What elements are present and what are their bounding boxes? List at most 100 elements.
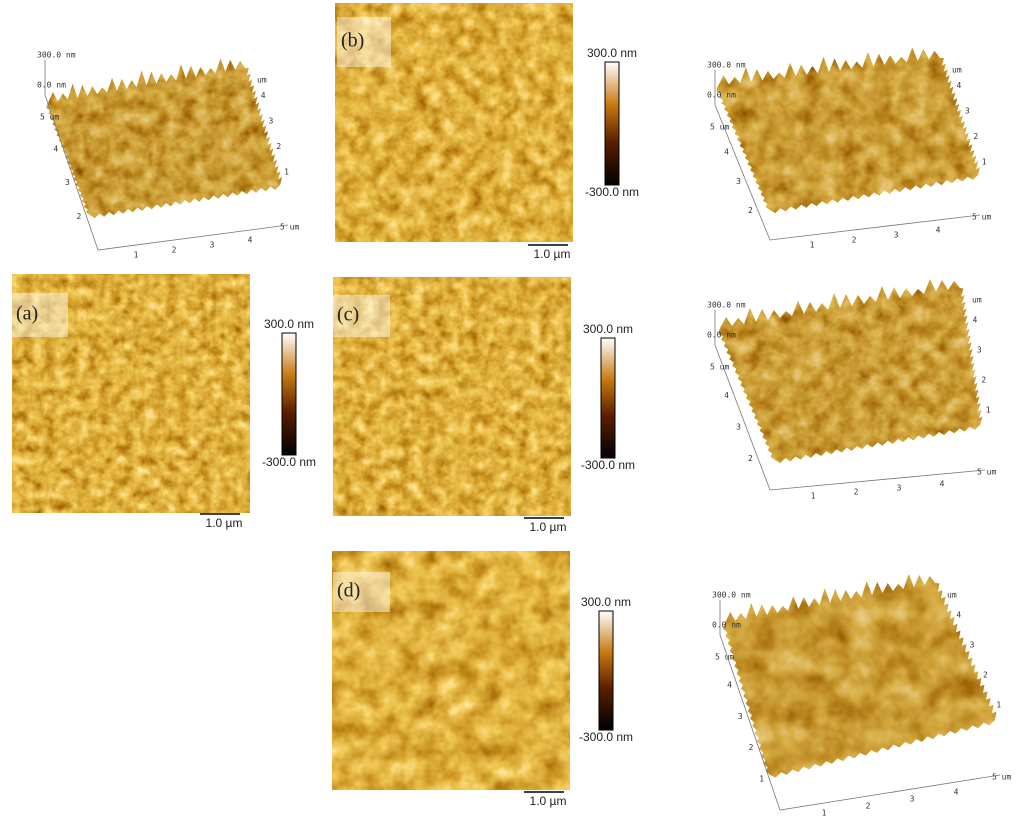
right-tick-label: 2 <box>981 376 986 385</box>
y-tick-label: 2 <box>76 212 81 221</box>
scale-bar-label: 1.0 µm <box>530 520 567 534</box>
y-tick-label: 4 <box>724 391 729 400</box>
surface-shade <box>723 574 997 778</box>
scale-bar-label: 1.0 µm <box>206 516 243 530</box>
colorbar-min: -300.0 nm <box>262 455 316 469</box>
x-tick-label: 3 <box>894 231 899 240</box>
x-end-label: 5 um <box>977 468 996 477</box>
x-tick-label: 1 <box>822 809 827 817</box>
y-end-label: 5 um <box>715 653 734 662</box>
y-tick-label: 2 <box>749 743 754 752</box>
y-tick-label: 2 <box>748 454 753 463</box>
scale-bar-label: 1.0 µm <box>530 794 567 808</box>
surface-shade <box>46 58 283 219</box>
colorbar-max: 300.0 nm <box>581 595 631 609</box>
right-tick-label: 3 <box>965 107 970 116</box>
y-end-label: 5 um <box>710 363 729 372</box>
label-box <box>333 572 390 612</box>
surface-axes <box>714 104 981 241</box>
right-tick-label: 1 <box>982 158 987 167</box>
label-box <box>12 293 68 337</box>
afm-map <box>335 3 573 242</box>
z-zero-label: 0.0 nm <box>707 331 736 340</box>
label-box <box>337 17 391 67</box>
surface-axes <box>714 344 986 491</box>
z-zero-label: 0.0 nm <box>707 91 736 100</box>
afm-map <box>333 277 571 516</box>
surface-shade <box>716 47 981 214</box>
colorbar-max: 300.0 nm <box>264 317 314 331</box>
right-tick-label: 3 <box>970 641 975 650</box>
right-tick-label: 2 <box>276 142 281 151</box>
x-tick-label: 3 <box>910 795 915 804</box>
right-tick-label: 1 <box>996 701 1001 710</box>
colorbar-min: -300.0 nm <box>585 185 639 199</box>
x-tick-label: 4 <box>954 788 959 797</box>
colorbar <box>604 61 620 186</box>
afm-map <box>332 551 570 790</box>
y-tick-label: 3 <box>736 177 741 186</box>
right-tick-label: 3 <box>269 117 274 126</box>
right-unit-label: um <box>952 66 962 75</box>
right-tick-label: 4 <box>956 81 961 90</box>
y-tick-label: 2 <box>748 206 753 215</box>
right-unit-label: um <box>947 591 957 600</box>
x-end-label: 5 um <box>992 773 1011 782</box>
x-tick-label: 2 <box>854 488 859 497</box>
label-box <box>333 295 390 337</box>
right-tick-label: 2 <box>973 132 978 141</box>
colorbar-max: 300.0 nm <box>583 322 633 336</box>
right-tick-label: 1 <box>284 168 289 177</box>
y-end-label: 5 um <box>40 113 59 122</box>
panel-label: (d) <box>337 580 360 602</box>
x-tick-label: 4 <box>940 480 945 489</box>
panel-label: (c) <box>337 304 359 326</box>
y-tick-label: 3 <box>65 178 70 187</box>
colorbar-min: -300.0 nm <box>579 730 633 744</box>
x-end-label: 5 um <box>972 213 991 222</box>
x-tick-label: 2 <box>852 236 857 245</box>
surface-axes <box>719 634 1001 811</box>
x-tick-label: 2 <box>172 246 177 255</box>
x-tick-label: 1 <box>810 241 815 250</box>
z-top-label: 300.0 nm <box>707 301 746 310</box>
z-zero-label: 0.0 nm <box>37 81 66 90</box>
colorbar-min: -300.0 nm <box>581 458 635 472</box>
right-tick-label: 4 <box>972 316 977 325</box>
y-tick-label: 4 <box>727 681 732 690</box>
y-tick-label: 3 <box>736 422 741 431</box>
afm-map <box>12 274 250 513</box>
right-tick-label: 4 <box>956 611 961 620</box>
x-tick-label: 1 <box>811 492 816 501</box>
right-tick-label: 4 <box>261 91 266 100</box>
y-tick-label: 4 <box>724 147 729 156</box>
x-tick-label: 2 <box>866 802 871 811</box>
z-top-label: 300.0 nm <box>707 61 746 70</box>
x-tick-label: 4 <box>248 236 253 245</box>
x-tick-label: 4 <box>936 226 941 235</box>
colorbar <box>600 337 616 459</box>
y-tick-label: 3 <box>738 712 743 721</box>
panel-label: (b) <box>341 30 364 52</box>
z-top-label: 300.0 nm <box>37 51 76 60</box>
x-tick-label: 1 <box>134 251 139 260</box>
right-tick-label: 1 <box>986 406 991 415</box>
colorbar-max: 300.0 nm <box>587 46 637 60</box>
x-end-label: 5 um <box>280 223 299 232</box>
z-zero-label: 0.0 nm <box>712 621 741 630</box>
panel-label: (a) <box>16 303 38 325</box>
surface-shade <box>718 279 983 464</box>
x-tick-label: 3 <box>210 241 215 250</box>
y-end-label: 5 um <box>710 123 729 132</box>
y-tick-label: 1 <box>759 774 764 783</box>
z-top-label: 300.0 nm <box>712 591 751 600</box>
right-tick-label: 3 <box>977 346 982 355</box>
x-tick-label: 3 <box>897 484 902 493</box>
scale-bar-label: 1.0 µm <box>534 247 571 261</box>
colorbar <box>598 610 614 731</box>
surface-axes <box>44 94 289 251</box>
right-unit-label: um <box>972 296 982 305</box>
colorbar <box>281 332 297 456</box>
y-tick-label: 4 <box>53 144 58 153</box>
